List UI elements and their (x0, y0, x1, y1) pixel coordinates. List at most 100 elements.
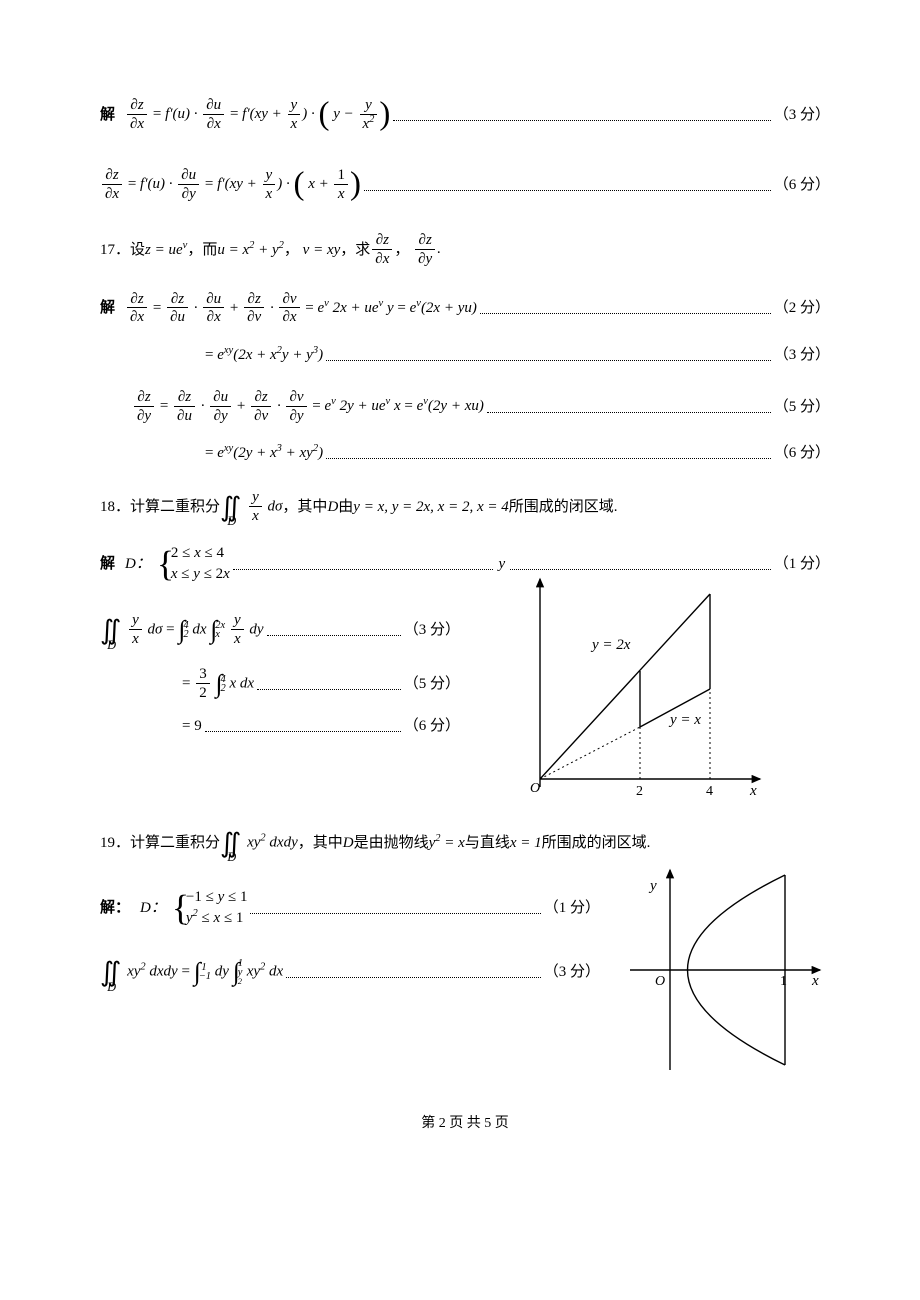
q17-sol-4: = exy(2y + x3 + xy2) （6 分） (100, 442, 830, 465)
q19-D: D (343, 832, 354, 855)
q18-region-brace: 2 ≤ x ≤ 4 x ≤ y ≤ 2x (157, 543, 230, 585)
pts-1-b: （1 分） (544, 897, 600, 920)
q19-text-c: 是由抛物线 (354, 832, 429, 855)
q19-region-brace: −1 ≤ y ≤ 1 y2 ≤ x ≤ 1 (172, 887, 248, 929)
sol-line-2: ∂z∂x = f′(u) · ∂u∂y = f′(xy + yx) · ( x … (100, 162, 830, 208)
label-solution: 解 (100, 104, 115, 127)
q18-integral: ∬D yx dσ (220, 487, 282, 528)
q19-num: 19． (100, 832, 130, 855)
q19-steps: 解： D： −1 ≤ y ≤ 1 y2 ≤ x ≤ 1 （1 分） ∬D xy2… (100, 875, 600, 1005)
q17-sol-1: 解 ∂z∂x = ∂z∂u · ∂u∂x + ∂z∂v · ∂v∂x = ev … (100, 286, 830, 332)
pts-5-b: （5 分） (404, 673, 460, 696)
q18-step2-eq: = 32 ∫42 x dx (182, 665, 254, 703)
q17-text-d: ，求 (340, 239, 370, 262)
q17-num: 17． (100, 239, 130, 262)
svg-text:O: O (655, 974, 665, 989)
q17-prompt: 17． 设 z = uev ，而 u = x2 + y2 ， v = xy ，求… (100, 232, 830, 268)
leader-dots (250, 902, 540, 914)
leader-dots (257, 678, 401, 690)
leader-dots (267, 624, 401, 636)
q17-eq-dzdy: ∂z∂y = ∂z∂u · ∂u∂y + ∂z∂v · ∂v∂y = ev 2y… (132, 389, 484, 425)
q17-text-c: ， (284, 239, 299, 262)
q19-row: 解： D： −1 ≤ y ≤ 1 y2 ≤ x ≤ 1 （1 分） ∬D xy2… (100, 875, 830, 1083)
q19-text-d: 与直线 (465, 832, 510, 855)
pts-3-a: （3 分） (774, 104, 830, 127)
q19-step1: ∬D xy2 dxdy = ∫ 1−1 dy ∫1y2 xy2 dx （3 分） (100, 949, 600, 995)
q18-step1: ∬D yx dσ = ∫42 dx ∫2xx yx dy （3 分） (100, 607, 460, 653)
q17-text-e: ， (394, 239, 409, 262)
svg-text:y = 2x: y = 2x (590, 637, 631, 653)
svg-text:O: O (530, 781, 540, 796)
label-solution: 解 (100, 553, 115, 576)
leader-dots (286, 966, 541, 978)
q18-text-d: 所围成的闭区域. (509, 496, 618, 519)
q18-step3: = 9 （6 分） (100, 715, 460, 738)
q17-eq-dzdx: ∂z∂x = ∂z∂u · ∂u∂x + ∂z∂v · ∂v∂x = ev 2x… (125, 291, 477, 327)
svg-text:x: x (811, 973, 819, 989)
leader-dots (364, 179, 771, 191)
label-solution: 解 (100, 297, 115, 320)
pts-1: （1 分） (774, 553, 830, 576)
q19-integral: ∬D xy2 dxdy (220, 823, 298, 864)
pts-6-c: （6 分） (404, 715, 460, 738)
q18-bounds: y = x, y = 2x, x = 2, x = 4 (353, 496, 508, 519)
pts-6-b: （6 分） (774, 442, 830, 465)
svg-text:4: 4 (706, 784, 713, 799)
q18-step2: = 32 ∫42 x dx （5 分） (100, 661, 460, 707)
q18-text-b: ，其中 (282, 496, 327, 519)
leader-dots (326, 349, 771, 361)
q17-eq-dzdx-2: = exy(2x + x2y + y3) (205, 344, 323, 367)
q19-region-line: 解： D： −1 ≤ y ≤ 1 y2 ≤ x ≤ 1 （1 分） (100, 885, 600, 931)
q17-sol-3: ∂z∂y = ∂z∂u · ∂u∂y + ∂z∂v · ∂v∂y = ev 2y… (100, 384, 830, 430)
q18-steps: ∬D yx dσ = ∫42 dx ∫2xx yx dy （3 分） = 32 … (100, 599, 460, 746)
q17-eq-dzdy-2: = exy(2y + x3 + xy2) (205, 442, 323, 465)
svg-text:2: 2 (636, 784, 643, 799)
q19-diagram: O 1 x y (610, 865, 830, 1083)
q18-step3-eq: = 9 (182, 715, 202, 738)
q17-sol-2: = exy(2x + x2y + y3) （3 分） (100, 344, 830, 367)
q18-num: 18． (100, 496, 130, 519)
q17-eq2: u = x2 + y2 (217, 239, 284, 262)
q19-prompt: 19． 计算二重积分 ∬D xy2 dxdy ，其中 D 是由抛物线 y2 = … (100, 823, 830, 864)
svg-text:y: y (648, 878, 657, 894)
q17-eq3: v = xy (299, 239, 340, 262)
leader-dots (205, 721, 401, 733)
q17-text-a: 设 (130, 239, 145, 262)
pts-2: （2 分） (774, 297, 830, 320)
q19-text-e: 所围成的闭区域. (542, 832, 651, 855)
q18-row: ∬D yx dσ = ∫42 dx ∫2xx yx dy （3 分） = 32 … (100, 599, 830, 817)
q19-parabola: y2 = x (429, 832, 465, 855)
leader-dots (326, 448, 771, 460)
q19-text-b: ，其中 (298, 832, 343, 855)
q17-eq4: ∂z∂x (370, 232, 394, 268)
q17-text-b: ，而 (187, 239, 217, 262)
pts-3-c: （3 分） (404, 619, 460, 642)
q18-D: D (327, 496, 338, 519)
q18-text-c: 由 (338, 496, 353, 519)
svg-text:x: x (749, 783, 757, 799)
svg-text:y = x: y = x (668, 712, 701, 728)
q18-prompt: 18． 计算二重积分 ∬D yx dσ ，其中 D 由 y = x, y = 2… (100, 487, 830, 528)
q19-text-a: 计算二重积分 (130, 832, 220, 855)
pts-5: （5 分） (774, 396, 830, 419)
q18-step1-eq: ∬D yx dσ = ∫42 dx ∫2xx yx dy (100, 610, 264, 651)
q19-D-label: D： (140, 897, 166, 920)
q19-xline: x = 1 (510, 832, 542, 855)
q17-eq1: z = uev (145, 239, 187, 262)
eq-dz-dy-1: ∂z∂x = f′(u) · ∂u∂y = f′(xy + yx) · ( x … (100, 167, 361, 203)
pts-3-d: （3 分） (544, 961, 600, 984)
sol-line-1: 解 ∂z∂x = f′(u) · ∂u∂x = f′(xy + yx) · ( … (100, 92, 830, 138)
leader-dots (487, 401, 771, 413)
q18-D-label: D： (125, 553, 151, 576)
leader-dots (480, 303, 771, 315)
pts-6-a: （6 分） (774, 174, 830, 197)
leader-dots (233, 558, 494, 570)
label-solution-colon: 解： (100, 897, 130, 920)
eq-dz-dx-1: ∂z∂x = f′(u) · ∂u∂x = f′(xy + yx) · ( y … (125, 97, 390, 133)
q18-diagram: O 2 4 x y = 2x y = x (480, 569, 780, 817)
pts-3-b: （3 分） (774, 344, 830, 367)
q19-step1-eq: ∬D xy2 dxdy = ∫ 1−1 dy ∫1y2 xy2 dx (100, 952, 283, 993)
page-footer: 第 2 页 共 5 页 (100, 1113, 830, 1134)
svg-text:1: 1 (780, 974, 787, 989)
leader-dots (393, 109, 770, 121)
